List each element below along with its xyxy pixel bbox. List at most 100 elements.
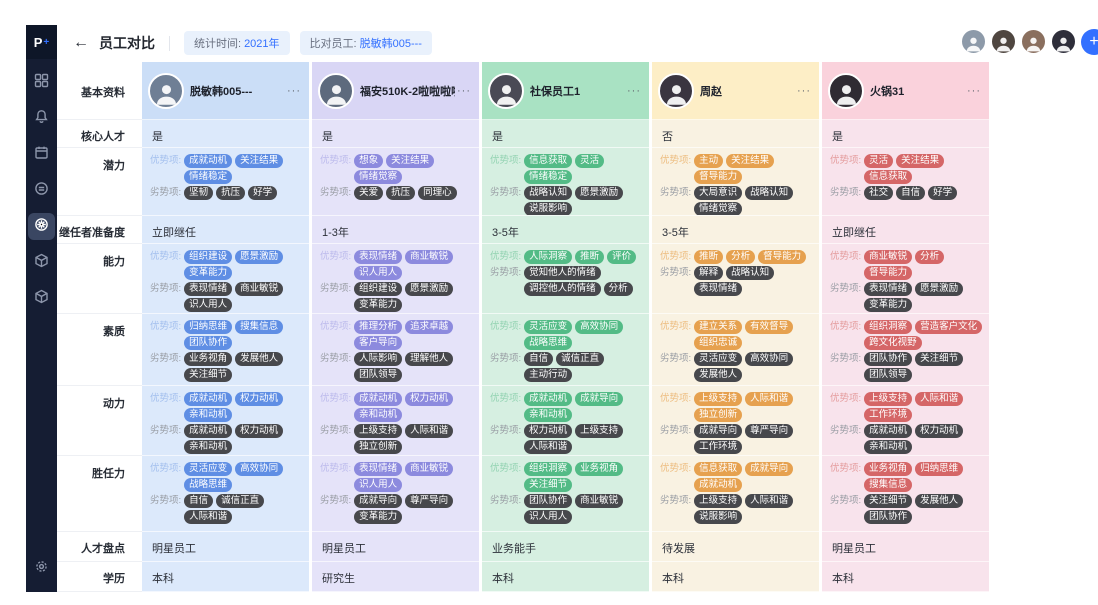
filter-value: 2021年: [244, 38, 280, 50]
sidebar-item-settings[interactable]: [28, 555, 55, 582]
strength-tag: 关注细节: [524, 478, 573, 492]
weakness-label: 劣势项:: [660, 267, 692, 278]
employee-header[interactable]: 社保员工1 ···: [482, 62, 649, 120]
tag-list: 团队协作 商业敏锐 识人用人: [524, 494, 645, 524]
sidebar-item-apps[interactable]: [28, 69, 55, 96]
weakness-tag: 上级支持: [575, 424, 624, 438]
weakness-tag: 上级支持: [694, 494, 743, 508]
tag-list: 上级支持 人际和谐 说服影响: [694, 494, 815, 524]
tag-list: 灵活 关注结果 信息获取: [864, 154, 985, 184]
strength-tag: 权力动机: [235, 392, 284, 406]
apps-grid-icon: [34, 73, 49, 93]
topbar-avatar[interactable]: [990, 28, 1017, 55]
strength-tag: 搜集信息: [235, 320, 284, 334]
strength-group: 优势项: 信息获取 成就导向 成就动机: [660, 462, 815, 492]
strength-tag: 上级支持: [864, 392, 913, 406]
weakness-group: 劣势项: 权力动机 上级支持 人际和谐: [490, 424, 645, 454]
weakness-tag: 自信: [524, 352, 554, 366]
weakness-tag: 商业敏锐: [235, 282, 284, 296]
strength-label: 优势项:: [320, 251, 352, 262]
strength-label: 优势项:: [490, 155, 522, 166]
strength-group: 优势项: 组织洞察 业务视角 关注细节: [490, 462, 645, 492]
strength-label: 优势项:: [320, 321, 352, 332]
divider: [169, 35, 170, 51]
sidebar-item-finance[interactable]: [28, 177, 55, 204]
strength-tag: 成就导向: [575, 392, 624, 406]
sidebar: P +: [26, 25, 57, 592]
strength-label: 优势项:: [320, 393, 352, 404]
sidebar-item-module-a[interactable]: [28, 249, 55, 276]
topbar-avatar[interactable]: [960, 28, 987, 55]
weakness-tag: 表现情绪: [694, 282, 743, 296]
tag-list: 上级支持 人际和谐 工作环境: [864, 392, 985, 422]
employee-name: 脱敏韩005---: [190, 85, 253, 98]
row-label: 学历: [57, 562, 142, 592]
weakness-label: 劣势项:: [150, 353, 182, 364]
employee-header[interactable]: 火锅31 ···: [822, 62, 989, 120]
more-button[interactable]: ···: [287, 84, 301, 97]
weakness-tag: 商业敏锐: [575, 494, 624, 508]
strength-label: 优势项:: [490, 393, 522, 404]
strength-tag: 成就导向: [745, 462, 794, 476]
strength-tag: 评价: [607, 250, 637, 264]
more-button[interactable]: ···: [967, 84, 981, 97]
more-button[interactable]: ···: [457, 84, 471, 97]
row-label: 能力: [57, 244, 142, 314]
topbar-avatar[interactable]: [1050, 28, 1077, 55]
topbar-avatar[interactable]: [1020, 28, 1047, 55]
strength-tag: 表现情绪: [354, 250, 403, 264]
strength-group: 优势项: 成就动机 成就导向 亲和动机: [490, 392, 645, 422]
employee-header[interactable]: 周赵 ···: [652, 62, 819, 120]
more-button[interactable]: ···: [627, 84, 641, 97]
tag-list: 业务视角 归纳思维 搜集信息: [864, 462, 985, 492]
strength-tag: 组织洞察: [524, 462, 573, 476]
employee-header[interactable]: 脱敏韩005--- ···: [142, 62, 309, 120]
weakness-tag: 人际影响: [354, 352, 403, 366]
tag-list: 关爱 抗压 同理心: [354, 186, 475, 200]
weakness-tag: 尊严导向: [405, 494, 454, 508]
cell-review: 明星员工: [312, 532, 479, 562]
strength-tag: 人际和谐: [745, 392, 794, 406]
weakness-tag: 团队领导: [354, 368, 403, 382]
weakness-tag: 愿景激励: [405, 282, 454, 296]
add-employee-button[interactable]: +: [1081, 28, 1098, 55]
strength-label: 优势项:: [150, 463, 182, 474]
tag-list: 成就动机 成就导向 亲和动机: [524, 392, 645, 422]
cell-competency: 优势项: 灵活应变 高效协同 战略思维 劣势项: 自信 诚信正直 人际和谐: [142, 456, 309, 532]
tag-list: 组织洞察 营造客户文化 跨文化视野: [864, 320, 985, 350]
tag-list: 关注细节 发展他人 团队协作: [864, 494, 985, 524]
sidebar-item-module-b[interactable]: [28, 285, 55, 312]
employee-name: 福安510K-2啦啦啦啦: [360, 85, 455, 98]
weakness-label: 劣势项:: [490, 353, 522, 364]
weakness-label: 劣势项:: [150, 283, 182, 294]
weakness-tag: 团队协作: [864, 510, 913, 524]
weakness-tag: 抗压: [386, 186, 416, 200]
strength-tag: 变革能力: [184, 266, 233, 280]
filter-stat-time[interactable]: 统计时间: 2021年: [184, 31, 290, 55]
sidebar-item-notifications[interactable]: [28, 105, 55, 132]
app-logo[interactable]: P +: [26, 25, 57, 59]
sidebar-nav: [28, 69, 55, 312]
weakness-tag: 团队领导: [864, 368, 913, 382]
strength-tag: 灵活应变: [184, 462, 233, 476]
cell-motivation: 优势项: 上级支持 人际和谐 独立创新 劣势项: 成就导向 尊严导向 工作环境: [652, 386, 819, 456]
weakness-tag: 人际和谐: [745, 494, 794, 508]
cell-ability: 优势项: 人际洞察 推断 评价 劣势项: 觉知他人的情绪 调控他人的情绪 分析: [482, 244, 649, 314]
tag-list: 成就导向 尊严导向 工作环境: [694, 424, 815, 454]
strength-tag: 商业敏锐: [405, 250, 454, 264]
weakness-group: 劣势项: 成就导向 尊严导向 变革能力: [320, 494, 475, 524]
assessment-compass-icon: [34, 217, 49, 237]
cell-ability: 优势项: 商业敏锐 分析 督导能力 劣势项: 表现情绪 愿景激励 变革能力: [822, 244, 989, 314]
row-label: 继任者准备度: [57, 216, 142, 244]
weakness-tag: 高效协同: [745, 352, 794, 366]
strength-tag: 建立关系: [694, 320, 743, 334]
more-button[interactable]: ···: [797, 84, 811, 97]
sidebar-item-calendar[interactable]: [28, 141, 55, 168]
weakness-tag: 抗压: [216, 186, 246, 200]
back-button[interactable]: ←: [73, 34, 89, 51]
sidebar-item-assessment[interactable]: [28, 213, 55, 240]
employee-header[interactable]: 福安510K-2啦啦啦啦 ···: [312, 62, 479, 120]
cell-ability: 优势项: 组织建设 愿景激励 变革能力 劣势项: 表现情绪 商业敏锐 识人用人: [142, 244, 309, 314]
filter-compare-employee[interactable]: 比对员工: 脱敏韩005---: [299, 31, 432, 55]
cell-education: 本科: [142, 562, 309, 592]
